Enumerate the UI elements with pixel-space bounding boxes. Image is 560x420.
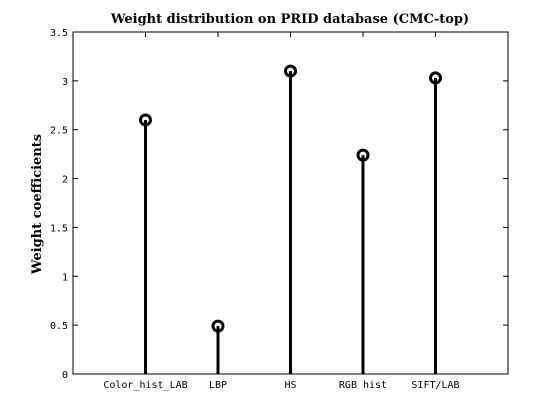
x-tick-label: SIFT/LAB [411,380,459,391]
x-tick-label: Color_hist_LAB [103,380,187,391]
y-tick-label: 1 [62,272,68,283]
x-axis: Color_hist_LAB LBP HS RGB hist SIFT/LAB [103,32,460,391]
stem-marker [139,113,152,127]
x-tick-label: RGB hist [339,380,387,391]
y-tick-label: 0.5 [50,321,68,332]
x-tick-label: LBP [209,380,227,391]
y-tick-label: 2.5 [50,126,68,137]
y-tick-label: 3.5 [50,28,68,39]
y-tick-label: 3 [62,77,68,88]
stem-marker [356,148,370,162]
stem-marker [429,71,442,85]
stem-marker [211,319,225,333]
y-axis-label: Weight coefficients [30,134,45,275]
y-tick-label: 0 [62,370,68,381]
x-tick-label: HS [284,380,296,391]
y-tick-label: 2 [62,175,68,186]
stem-marker [284,64,297,78]
y-tick-label: 1.5 [50,223,68,234]
series-stems [139,64,442,374]
chart-title: Weight distribution on PRID database (CM… [110,12,469,27]
y-axis: 0 0.5 1 1.5 2 2.5 3 3.5 [50,28,508,381]
